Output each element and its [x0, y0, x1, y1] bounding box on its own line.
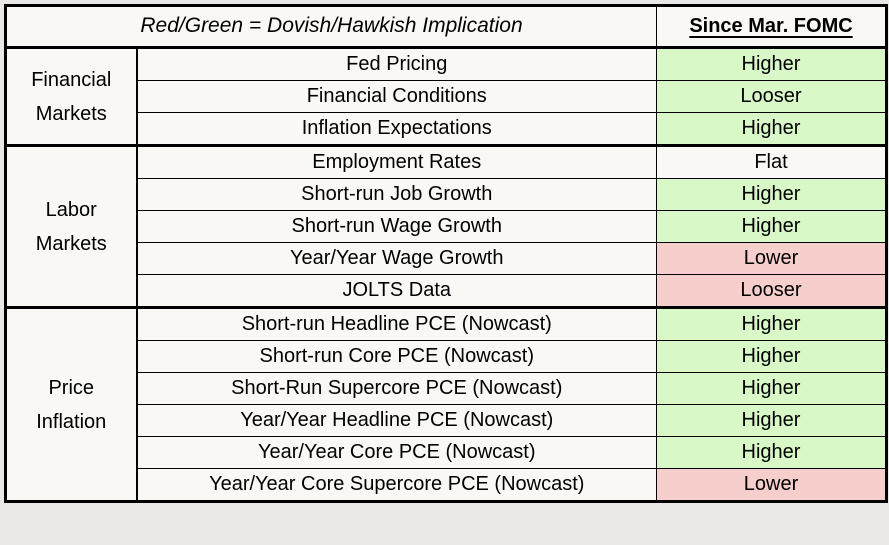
metric-cell: Inflation Expectations	[136, 112, 657, 146]
table-row: Year/Year Wage Growth Lower	[6, 242, 887, 275]
group-label-labor-markets: Labor Markets	[4, 144, 138, 308]
value-cell: Looser	[656, 274, 887, 308]
implications-table: Red/Green = Dovish/Hawkish Implication S…	[4, 4, 888, 503]
metric-cell: Year/Year Wage Growth	[136, 242, 657, 275]
table-row: Financial Conditions Looser	[6, 80, 887, 113]
value-cell: Lower	[656, 242, 887, 275]
value-cell: Higher	[656, 210, 887, 243]
value-cell: Higher	[656, 46, 887, 81]
table-row: Year/Year Core PCE (Nowcast) Higher	[6, 436, 887, 469]
value-cell: Higher	[656, 112, 887, 146]
table-row: Financial Markets Fed Pricing Higher	[4, 46, 887, 146]
table-row: Short-run Job Growth Higher	[6, 178, 887, 211]
table-row: Short-Run Supercore PCE (Nowcast) Higher	[6, 372, 887, 405]
value-cell: Looser	[656, 80, 887, 113]
table-row: Year/Year Core Supercore PCE (Nowcast) L…	[6, 468, 887, 503]
metric-cell: Financial Conditions	[136, 80, 657, 113]
metric-cell: Employment Rates	[136, 144, 657, 179]
table-row: Short-run Core PCE (Nowcast) Higher	[6, 340, 887, 373]
table-row: Short-run Wage Growth Higher	[6, 210, 887, 243]
table-row: Year/Year Headline PCE (Nowcast) Higher	[6, 404, 887, 437]
metric-cell: Fed Pricing	[136, 46, 657, 81]
metric-cell: Short-run Job Growth	[136, 178, 657, 211]
metric-cell: Year/Year Core PCE (Nowcast)	[136, 436, 657, 469]
metric-cell: Year/Year Headline PCE (Nowcast)	[136, 404, 657, 437]
value-cell: Higher	[656, 306, 887, 341]
value-cell: Higher	[656, 178, 887, 211]
table-row: Inflation Expectations Higher	[6, 112, 887, 146]
value-cell: Lower	[656, 468, 887, 503]
metric-cell: Short-Run Supercore PCE (Nowcast)	[136, 372, 657, 405]
group-label-financial-markets: Financial Markets	[4, 46, 138, 146]
page: Red/Green = Dovish/Hawkish Implication S…	[4, 4, 888, 503]
value-cell: Higher	[656, 404, 887, 437]
metric-cell: Short-run Wage Growth	[136, 210, 657, 243]
value-cell: Flat	[656, 144, 887, 179]
metric-cell: JOLTS Data	[136, 274, 657, 308]
table-row: Price Inflation Short-run Headline PCE (…	[4, 306, 887, 502]
value-cell: Higher	[656, 436, 887, 469]
value-cell: Higher	[656, 340, 887, 373]
metric-cell: Short-run Core PCE (Nowcast)	[136, 340, 657, 373]
value-column-header: Since Mar. FOMC	[656, 5, 887, 49]
table-row: JOLTS Data Looser	[6, 274, 887, 308]
value-cell: Higher	[656, 372, 887, 405]
group-label-price-inflation: Price Inflation	[4, 306, 138, 502]
table-header-row: Red/Green = Dovish/Hawkish Implication S…	[5, 5, 887, 49]
table-row: Labor Markets Employment Rates Flat	[4, 144, 887, 308]
value-column-header-label: Since Mar. FOMC	[689, 15, 853, 37]
metric-cell: Year/Year Core Supercore PCE (Nowcast)	[136, 468, 657, 503]
legend-title: Red/Green = Dovish/Hawkish Implication	[5, 5, 657, 49]
metric-cell: Short-run Headline PCE (Nowcast)	[136, 306, 657, 341]
